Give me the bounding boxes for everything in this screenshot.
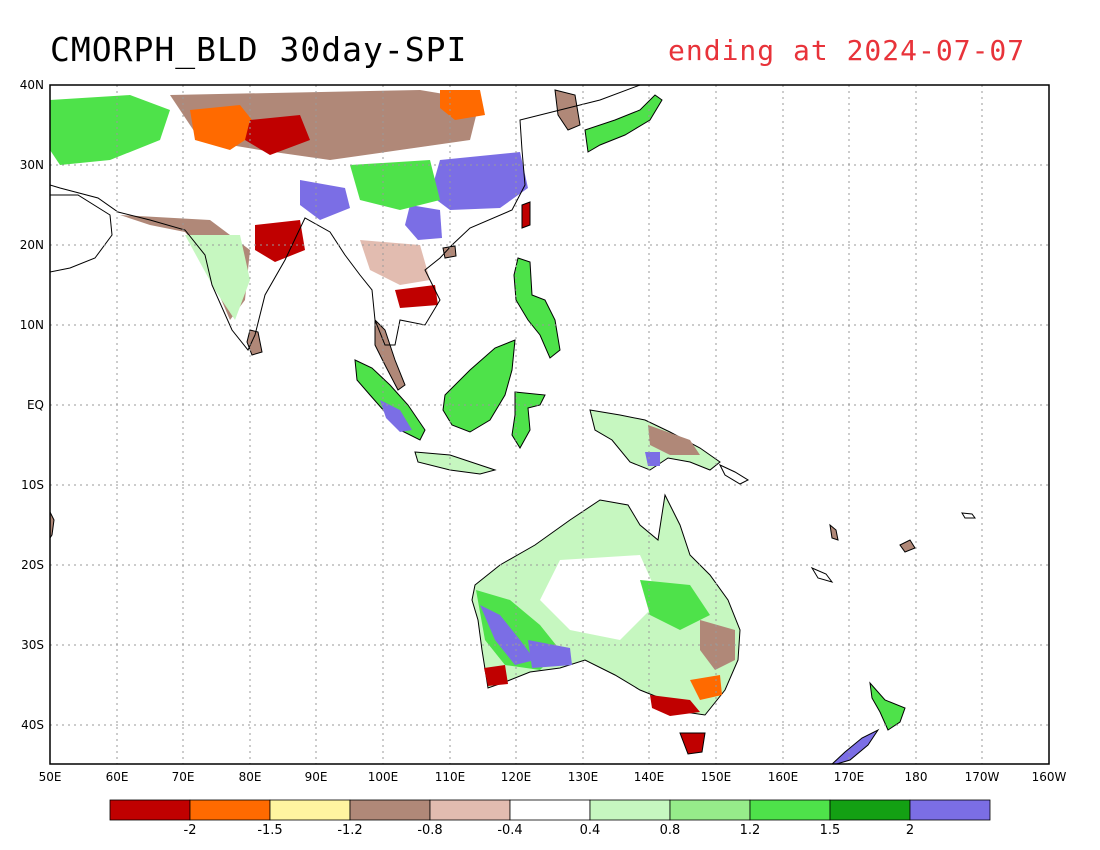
patch-red-mongolia — [440, 90, 485, 120]
colorbar-tick-label: -1.5 — [257, 823, 283, 838]
patch-purple-sa — [528, 640, 572, 668]
sri-lanka-landmass — [246, 329, 263, 356]
patch-green-himalaya — [50, 95, 170, 165]
lat-label-40n: 40N — [19, 78, 44, 92]
madagascar-edge — [50, 511, 55, 539]
patch-orange-victoria — [690, 675, 722, 700]
nz-south-island — [831, 728, 880, 764]
patch-red-tibet2 — [245, 115, 310, 155]
sumatra-landmass — [354, 359, 426, 441]
lon-label-170e: 170E — [833, 770, 865, 784]
lat-label-20s: 20S — [21, 558, 44, 572]
java-landmass — [414, 451, 497, 475]
colorbar-swatch — [589, 799, 671, 821]
colorbar-swatch — [109, 799, 191, 821]
borneo-landmass — [442, 339, 516, 433]
map-date: ending at 2024-07-07 — [668, 34, 1026, 67]
solomon-islands — [718, 463, 750, 485]
lat-label-10n: 10N — [19, 318, 44, 332]
land-layer — [50, 85, 976, 764]
patch-purple-newguinea — [645, 452, 660, 466]
lat-label-30s: 30S — [21, 638, 44, 652]
colorbar-swatch — [349, 799, 431, 821]
lat-label-eq: EQ — [26, 398, 44, 412]
patch-white-australia — [540, 555, 660, 640]
lon-label-140e: 140E — [633, 770, 665, 784]
lon-label-70e: 70E — [171, 770, 195, 784]
colorbar-tick-label: 1.2 — [739, 823, 761, 838]
patch-brown-tibet — [170, 90, 480, 160]
lat-label-40s: 40S — [21, 718, 44, 732]
patch-red-victoria — [650, 695, 700, 716]
patch-brown-newguinea — [648, 425, 700, 455]
patch-light-india — [185, 235, 250, 320]
lon-label-180: 180 — [904, 770, 928, 784]
lon-label-100e: 100E — [367, 770, 399, 784]
japan-landmass — [584, 94, 663, 153]
lon-label-150e: 150E — [700, 770, 732, 784]
colorbar-tick-label: -2 — [183, 823, 197, 838]
lon-label-170w: 170W — [964, 770, 1000, 784]
asia-coastline — [50, 85, 641, 351]
taiwan-landmass — [521, 201, 531, 229]
colorbar-swatch — [669, 799, 751, 821]
patch-green-china — [350, 160, 440, 210]
colorbar-tick-label: -0.4 — [497, 823, 523, 838]
colorbar-swatch — [749, 799, 831, 821]
vanuatu — [829, 523, 839, 541]
lat-label-30n: 30N — [19, 158, 44, 172]
colorbar-tick-label: 0.4 — [579, 823, 601, 838]
lon-label-90e: 90E — [304, 770, 328, 784]
fiji — [899, 539, 916, 553]
patch-purple-china — [430, 152, 528, 210]
graticule — [50, 85, 1049, 764]
nz-north-island — [869, 681, 906, 731]
colorbar-swatch — [909, 799, 991, 821]
patch-red-tibet — [190, 105, 260, 150]
patch-green-au-center — [640, 580, 710, 630]
colorbar-tick-label: 0.8 — [659, 823, 681, 838]
colorbar-swatch — [429, 799, 511, 821]
colorbar-tick-label: -1.2 — [337, 823, 363, 838]
colorbar-tick-label: -0.8 — [417, 823, 443, 838]
patch-red-wa — [484, 665, 508, 686]
map-border — [49, 84, 1050, 765]
colorbar-swatch — [189, 799, 271, 821]
lon-label-160e: 160E — [767, 770, 799, 784]
colorbar-swatch — [829, 799, 911, 821]
patch-brown-indochina — [360, 240, 430, 285]
colorbar — [109, 799, 991, 821]
lon-label-120e: 120E — [500, 770, 532, 784]
map-title: CMORPH_BLD 30day-SPI — [50, 30, 468, 69]
tasmania-landmass — [679, 732, 706, 755]
colorbar-swatch — [509, 799, 591, 821]
patch-purple-burma — [405, 205, 442, 240]
arabia-landmass — [50, 194, 113, 273]
colorbar-tick-label: 2 — [905, 823, 915, 838]
lon-label-130e: 130E — [567, 770, 599, 784]
asia-landmass — [50, 85, 640, 350]
patch-red-india — [255, 220, 305, 262]
patch-purple-ganges — [300, 180, 350, 220]
lon-label-80e: 80E — [238, 770, 262, 784]
samoa — [961, 512, 976, 519]
patch-purple-sumatra — [380, 400, 412, 432]
lat-label-20n: 20N — [19, 238, 44, 252]
colorbar-swatch — [269, 799, 351, 821]
lon-label-50e: 50E — [38, 770, 62, 784]
lon-label-60e: 60E — [105, 770, 129, 784]
new-caledonia — [810, 566, 834, 583]
lat-label-10s: 10S — [21, 478, 44, 492]
lon-label-160w: 160W — [1031, 770, 1067, 784]
patch-red-indochina — [395, 285, 438, 308]
colorbar-tick-label: 1.5 — [819, 823, 841, 838]
patch-purple-wa — [480, 605, 535, 665]
lon-label-110e: 110E — [434, 770, 466, 784]
sulawesi-landmass — [511, 391, 546, 449]
